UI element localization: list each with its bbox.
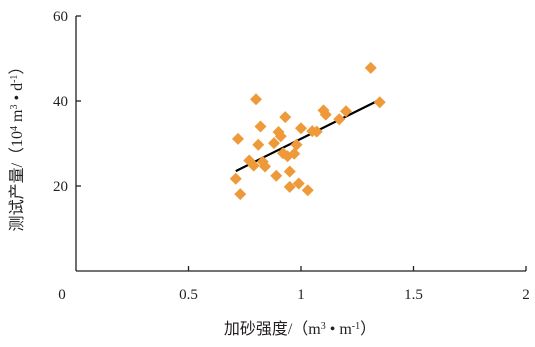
label-segment: ） (8, 59, 26, 75)
y-tick-label: 40 (53, 94, 68, 110)
label-segment: 测试产量/（10 (8, 131, 26, 231)
data-point-diamond (270, 169, 283, 182)
data-point-diamond (333, 113, 346, 126)
data-point-diamond (283, 165, 296, 178)
data-point-diamond (292, 177, 305, 190)
data-point-diamond (259, 160, 271, 173)
data-points (229, 61, 386, 201)
data-point-diamond (290, 138, 303, 151)
x-tick-label: 1.5 (404, 287, 423, 303)
label-segment: ） (360, 320, 376, 338)
axes (75, 15, 527, 272)
data-point-diamond (373, 96, 386, 109)
label-segment: 加砂强度/（m (224, 320, 321, 338)
y-axis-title: 测试产量/（104 m3 • d-1） (8, 59, 26, 232)
x-tick-label: 0.5 (179, 287, 198, 303)
data-point-diamond (247, 159, 260, 172)
y-tick-label: 60 (53, 9, 68, 25)
superscript: -1 (9, 75, 20, 83)
data-point-diamond (288, 147, 301, 160)
data-point-diamond (279, 111, 292, 124)
data-point-diamond (301, 184, 314, 197)
data-point-diamond (295, 122, 307, 135)
data-point-diamond (310, 125, 323, 138)
trendline (235, 98, 381, 173)
label-segment: m (9, 109, 26, 126)
y-tick-label: 20 (53, 179, 68, 195)
x-tick-label: 0 (58, 287, 66, 303)
data-point-diamond (252, 138, 265, 151)
data-point-diamond (250, 93, 262, 106)
trendline-group (235, 98, 381, 173)
label-segment: • d (9, 83, 26, 105)
data-point-diamond (340, 105, 352, 118)
superscript: -1 (352, 321, 360, 332)
x-tick-label: 1 (297, 287, 305, 303)
data-point-diamond (319, 108, 332, 121)
data-point-diamond (254, 120, 267, 133)
data-point-diamond (234, 188, 247, 201)
data-point-diamond (232, 132, 244, 145)
superscript: 3 (321, 321, 326, 332)
data-point-diamond (283, 180, 296, 193)
label-segment: • m (326, 321, 353, 338)
superscript: 3 (9, 105, 20, 110)
data-point-diamond (364, 61, 377, 74)
data-point-diamond (229, 172, 242, 185)
x-tick-label: 2 (522, 287, 530, 303)
data-point-diamond (274, 130, 287, 143)
data-point-diamond (268, 137, 280, 150)
superscript: 4 (9, 126, 20, 131)
x-axis-title: 加砂强度/（m3 • m-1） (224, 320, 376, 338)
